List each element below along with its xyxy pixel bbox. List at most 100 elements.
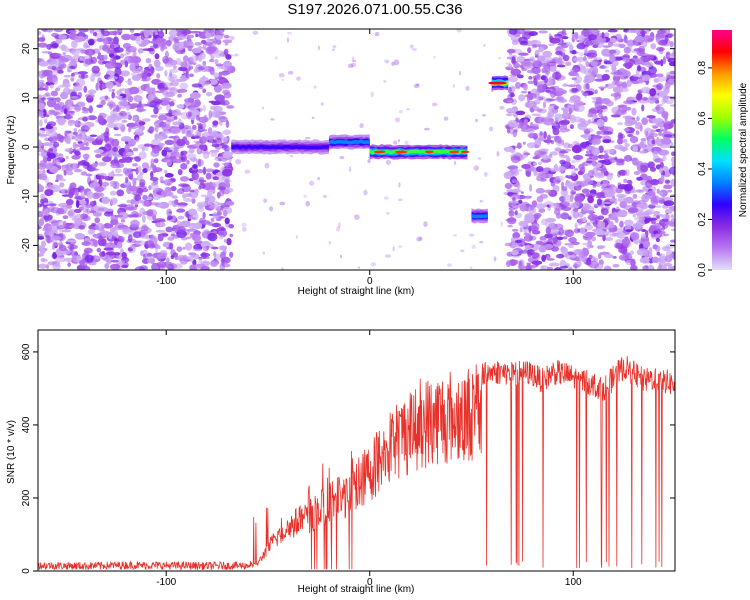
spectrogram-noise-cell [542,101,547,109]
spectrogram-noise-cell [217,231,225,236]
spectrogram-noise-cell [120,219,126,223]
spectrogram-noise-cell [104,263,110,269]
spectrogram-noise-cell [598,112,603,118]
spectrogram-noise-cell [612,74,621,83]
spectrogram-noise-cell [58,245,67,251]
spectrogram-noise-cell [493,256,497,262]
spectrogram-noise-cell [656,215,660,219]
spectrogram-noise-cell [641,228,646,233]
spectrogram-noise-cell [174,199,179,205]
spectrogram-noise-cell [59,182,65,188]
spectrogram-noise-cell [582,56,587,62]
spectrogram-noise-cell [57,117,66,126]
spectrogram-noise-cell [114,214,124,218]
spectrogram-noise-cell [638,45,646,54]
spectrogram-noise-cell [619,201,628,209]
spectrogram-noise-cell [639,30,647,35]
spectrogram-noise-cell [178,66,188,72]
spectrogram-noise-cell [506,48,516,54]
spectrogram-noise-cell [224,187,234,193]
spectrogram-noise-cell [38,111,45,116]
spectrogram-noise-cell [158,135,164,141]
spectrogram-noise-cell [163,94,169,98]
spectrogram-noise-cell [610,211,619,220]
spectrogram-noise-cell [667,54,675,58]
spectrogram-noise-cell [189,55,199,63]
spectrogram-noise-cell [533,102,538,107]
spectrogram-noise-cell [127,206,138,211]
spectrogram-noise-cell [510,155,521,164]
spectrogram-x-ticks: -100 0 100 [156,29,582,287]
spectrogram-noise-cell [53,29,64,33]
spectrogram-noise-cell [571,77,577,81]
spectrogram-noise-cell [506,128,511,134]
spectrogram-noise-cell [614,158,623,163]
spectrogram-noise-cell [671,156,675,163]
spectrogram-noise-cell [586,74,595,83]
spectrogram-noise-cell [571,160,576,164]
spectrogram-noise-cell [585,142,593,146]
spectrogram-noise-cell [126,199,132,204]
spectrogram-noise-cell [656,188,660,194]
spectrogram-noise-cell [150,66,155,74]
spectrogram-noise-cell [287,70,294,75]
spectrogram-noise-cell [281,267,284,270]
spectrogram-noise-cell [74,233,85,238]
spectrogram-noise-cell [127,234,133,243]
spectrogram-noise-cell [545,98,556,102]
spectrogram-y-ticks: 20 10 0 -10 -20 [21,43,675,253]
spectrogram-noise-cell [82,116,88,122]
spectrogram-noise-cell [109,263,121,270]
spectrogram-noise-cell [667,265,675,270]
spectrogram-noise-cell [101,99,106,106]
y-tick-label: 600 [21,343,32,360]
spectrogram-noise-cell [661,129,668,132]
spectrogram-noise-cell [74,214,83,220]
spectrogram-noise-cell [574,75,583,84]
spectrogram-noise-cell [136,104,144,113]
spectrogram-noise-cell [527,249,535,256]
spectrogram-noise-cell [670,75,675,80]
spectrogram-noise-cell [221,263,231,268]
spectrogram-noise-cell [92,239,98,246]
spectrogram-noise-cell [468,233,475,237]
spectrogram-noise-cell [565,157,571,163]
spectrogram-noise-cell [86,208,90,215]
spectrogram-noise-cell [38,162,47,170]
spectrogram-noise-cell [202,60,207,66]
spectrogram-noise-cell [107,100,114,105]
spectrogram-noise-cell [538,46,544,53]
spectrogram-noise-cell [116,241,123,249]
spectrogram-noise-cell [209,138,214,143]
spectrogram-noise-cell [104,95,109,100]
spectrogram-noise-cell [604,83,615,89]
spectrogram-noise-cell [89,134,98,138]
spectrogram-noise-cell [91,192,101,200]
spectrogram-noise-cell [156,167,161,171]
spectrogram-noise-cell [477,157,482,160]
spectrogram-noise-cell [574,200,583,207]
spectrogram-noise-cell [44,189,53,197]
spectrogram-noise-cell [665,33,673,39]
spectrogram-noise-cell [100,29,105,34]
spectrogram-noise-cell [581,188,591,194]
spectrogram-noise-cell [550,139,555,145]
spectrogram-noise-cell [596,245,604,250]
spectrogram-noise-cell [518,250,530,254]
spectrogram-noise-cell [199,136,207,144]
spectrogram-noise-cell [560,266,569,269]
spectrogram-noise-cell [262,106,265,110]
spectrogram-noise-cell [39,44,47,48]
spectrogram-noise-cell [147,202,159,206]
spectrogram-noise-cell [573,249,584,255]
spectrogram-noise-cell [660,138,672,145]
spectrogram-noise-cell [518,199,523,204]
spectrogram-noise-cell [578,218,583,226]
spectrogram-noise-cell [134,194,142,202]
spectrogram-noise-cell [192,124,197,130]
colorbar-scale [712,30,732,270]
spectrogram-noise-cell [97,238,105,247]
spectrogram-noise-cell [629,135,639,144]
spectrogram-noise-cell [515,110,526,116]
spectrogram-noise-cell [347,63,354,69]
